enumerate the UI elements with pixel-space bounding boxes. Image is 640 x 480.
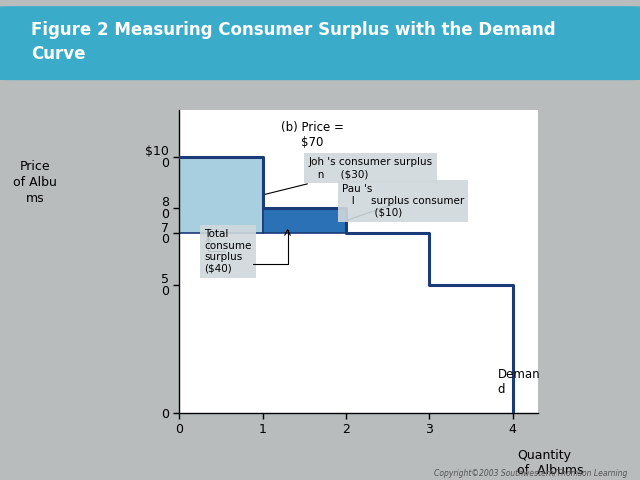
Text: Quantity
of  Albums
s: Quantity of Albums s [516,449,583,480]
Text: Deman
d: Deman d [497,368,540,396]
Bar [179,156,262,233]
Text: (b) Price =
$70: (b) Price = $70 [281,120,344,149]
Bar [262,208,346,233]
FancyBboxPatch shape [0,7,640,80]
Text: Price
of Albu
ms: Price of Albu ms [13,160,57,205]
Text: Figure 2 Measuring Consumer Surplus with the Demand
Curve: Figure 2 Measuring Consumer Surplus with… [31,21,556,63]
Text: Total
consume
surplus
($40): Total consume surplus ($40) [204,229,252,274]
Text: Joh 's consumer surplus
   n     ($30): Joh 's consumer surplus n ($30) [265,157,433,194]
Text: Pau 's
   l     surplus consumer
          ($10): Pau 's l surplus consumer ($10) [342,184,464,220]
Text: Copyright©2003 Southwestern/Thomson Learning: Copyright©2003 Southwestern/Thomson Lear… [434,468,627,478]
